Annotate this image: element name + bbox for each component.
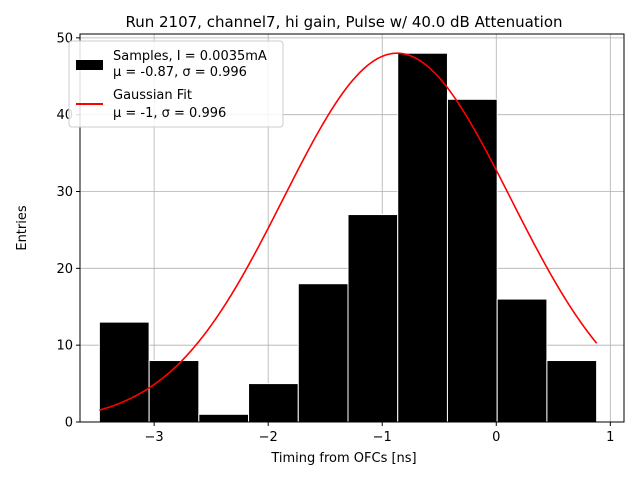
y-tick-label: 10 — [56, 339, 73, 354]
y-axis-label: Entries — [15, 205, 30, 251]
fit-curve — [99, 52, 598, 411]
x-tick-label: −1 — [373, 430, 392, 445]
x-ticks: −3 −2 −1 0 1 — [145, 422, 614, 445]
x-tick-label: −2 — [259, 430, 278, 445]
histogram-bar — [198, 413, 250, 423]
histogram-bar — [397, 52, 448, 423]
y-tick-label: 30 — [56, 185, 73, 200]
legend: Samples, I = 0.0035mA μ = -0.87, σ = 0.9… — [68, 40, 284, 128]
chart-title: Run 2107, channel7, hi gain, Pulse w/ 40… — [125, 13, 562, 31]
legend-fit-stats: μ = -1, σ = 0.996 — [113, 106, 226, 121]
plot-frame — [79, 33, 625, 423]
histogram-bar — [546, 360, 598, 423]
legend-swatch-samples — [76, 60, 103, 70]
histogram-bar — [248, 383, 299, 423]
histogram-bar — [496, 298, 548, 423]
x-axis-label: Timing from OFCs [ns] — [270, 451, 416, 466]
x-tick-label: −3 — [145, 430, 164, 445]
histogram-bar — [347, 214, 399, 423]
histogram-bar — [297, 283, 349, 423]
histogram-bars — [98, 52, 598, 423]
x-tick-label: 1 — [606, 430, 614, 445]
x-tick-label: 0 — [492, 430, 500, 445]
y-tick-label: 20 — [56, 262, 73, 277]
gaussian-fit — [99, 52, 598, 411]
legend-samples-stats: μ = -0.87, σ = 0.996 — [113, 65, 247, 80]
histogram-bar — [98, 321, 150, 423]
histogram-bar — [148, 360, 200, 423]
y-tick-label: 0 — [65, 416, 73, 431]
legend-box — [68, 40, 284, 128]
legend-fit-label: Gaussian Fit — [113, 88, 192, 103]
legend-samples-label: Samples, I = 0.0035mA — [113, 49, 267, 64]
histogram-bar — [446, 98, 498, 423]
